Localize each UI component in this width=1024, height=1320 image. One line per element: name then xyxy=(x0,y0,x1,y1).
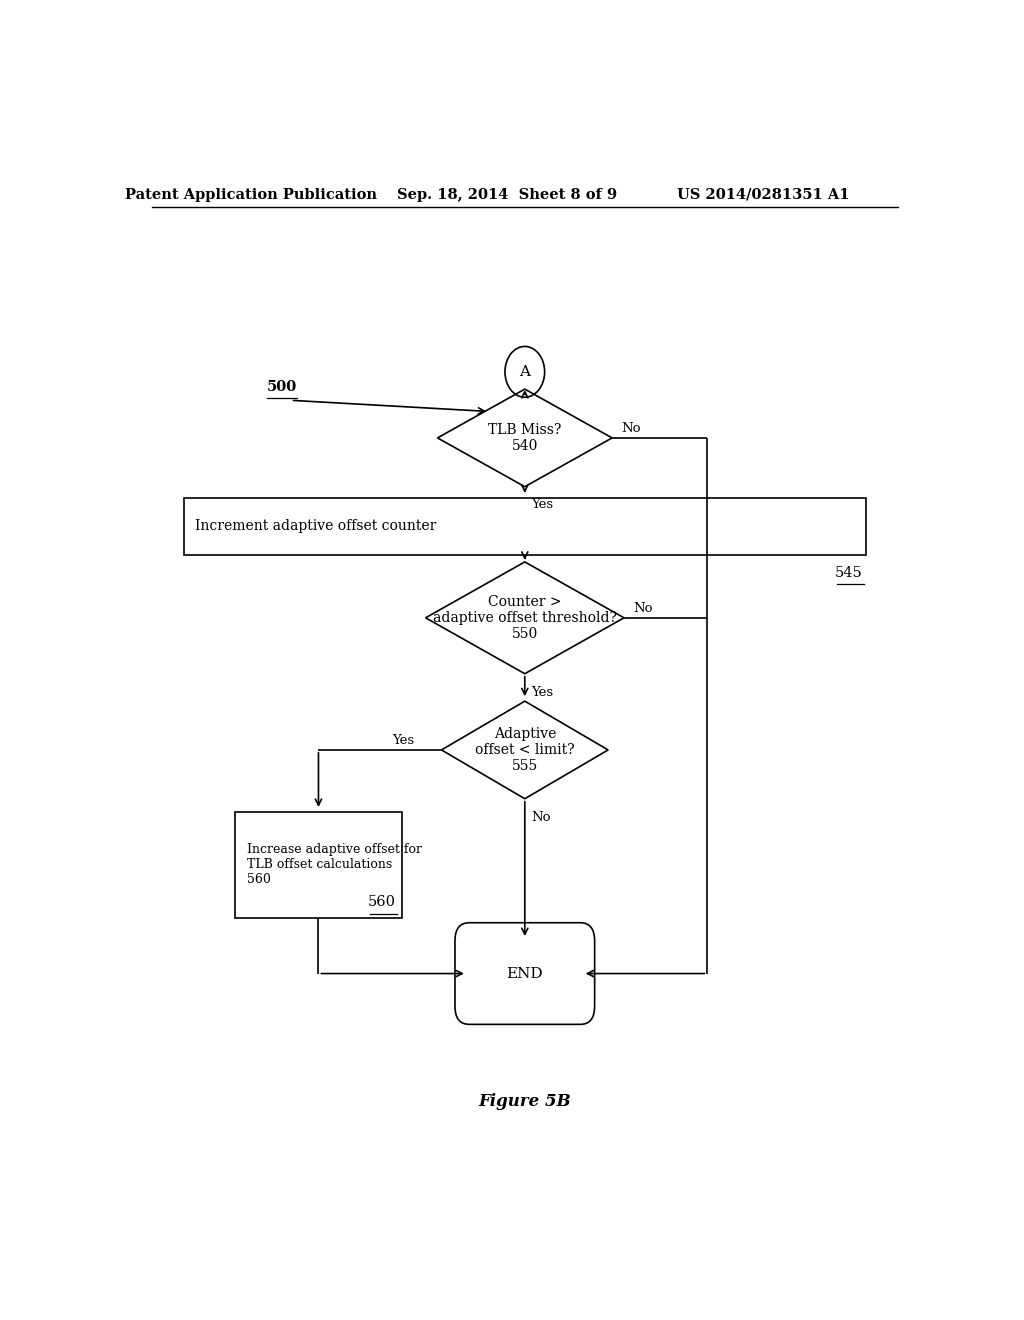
Text: Increase adaptive offset for
TLB offset calculations
560: Increase adaptive offset for TLB offset … xyxy=(247,843,422,886)
Text: TLB Miss?
540: TLB Miss? 540 xyxy=(488,422,561,453)
Text: Patent Application Publication: Patent Application Publication xyxy=(125,187,377,202)
Text: A: A xyxy=(519,364,530,379)
Text: END: END xyxy=(507,966,543,981)
Text: US 2014/0281351 A1: US 2014/0281351 A1 xyxy=(677,187,849,202)
Text: Increment adaptive offset counter: Increment adaptive offset counter xyxy=(196,519,437,533)
Text: No: No xyxy=(634,602,653,615)
Text: Figure 5B: Figure 5B xyxy=(478,1093,571,1110)
Text: 560: 560 xyxy=(368,895,395,909)
Text: Yes: Yes xyxy=(531,685,553,698)
Text: No: No xyxy=(622,422,641,436)
Bar xyxy=(236,812,401,917)
Text: Sep. 18, 2014  Sheet 8 of 9: Sep. 18, 2014 Sheet 8 of 9 xyxy=(397,187,617,202)
Text: No: No xyxy=(531,810,551,824)
Text: Counter >
adaptive offset threshold?
550: Counter > adaptive offset threshold? 550 xyxy=(433,594,616,642)
Bar xyxy=(183,498,866,554)
Text: 545: 545 xyxy=(835,566,862,579)
Text: Yes: Yes xyxy=(531,499,553,511)
Text: Adaptive
offset < limit?
555: Adaptive offset < limit? 555 xyxy=(475,727,574,774)
Text: 500: 500 xyxy=(267,380,297,395)
Text: Yes: Yes xyxy=(392,734,415,747)
